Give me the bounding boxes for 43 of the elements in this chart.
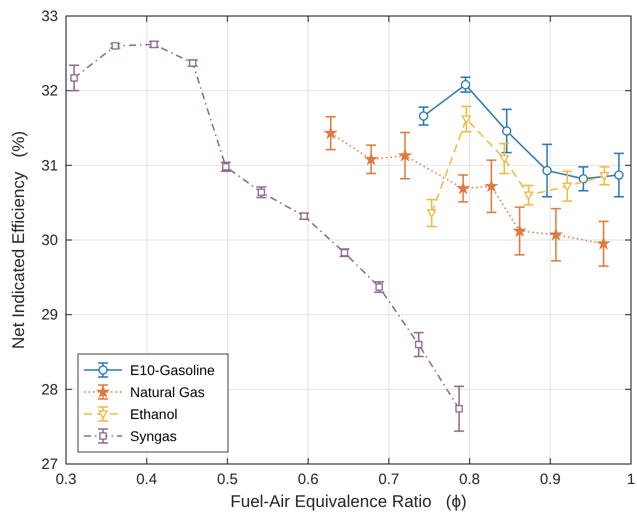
x-tick-label: 0.7 (378, 471, 400, 488)
point (426, 209, 436, 218)
point (70, 74, 78, 82)
x-tick-label: 1 (626, 471, 636, 488)
y-tick-label: 30 (41, 232, 58, 249)
legend-label: E10-Gasoline (130, 362, 216, 378)
point (462, 115, 471, 124)
point (550, 228, 562, 240)
point (598, 238, 610, 249)
point (542, 166, 552, 176)
point (457, 182, 469, 194)
y-axis-title: Net Indicated Efficiency (%) (9, 131, 28, 349)
point (524, 191, 534, 200)
x-tick-label: 0.6 (298, 471, 319, 488)
point (502, 126, 512, 136)
point (418, 111, 428, 121)
y-tick-label: 31 (41, 157, 58, 174)
point (600, 172, 610, 180)
legend-label: Syngas (130, 428, 177, 444)
y-tick-label: 28 (41, 381, 58, 398)
y-tick-label: 29 (41, 306, 58, 324)
x-tick-label: 0.8 (459, 471, 480, 488)
legend-label: Natural Gas (130, 384, 205, 400)
legend-label: Ethanol (130, 406, 178, 422)
point (414, 340, 422, 348)
y-tick-label: 27 (41, 456, 58, 473)
point (325, 127, 336, 138)
y-tick-label: 33 (41, 8, 58, 25)
x-tick-label: 0.3 (56, 471, 76, 488)
y-tick-label: 32 (41, 82, 58, 100)
point (614, 170, 624, 180)
x-tick-label: 0.5 (217, 471, 238, 488)
point (500, 154, 509, 164)
point (514, 225, 526, 236)
x-axis-title: Fuel-Air Equivalence Ratio (ϕ) (230, 492, 467, 511)
point (399, 150, 411, 161)
point (455, 405, 463, 412)
point (486, 180, 498, 192)
x-tick-label: 0.9 (540, 471, 561, 488)
point (578, 174, 588, 184)
point (365, 153, 377, 164)
x-tick-label: 0.4 (136, 471, 158, 488)
point (562, 182, 572, 191)
